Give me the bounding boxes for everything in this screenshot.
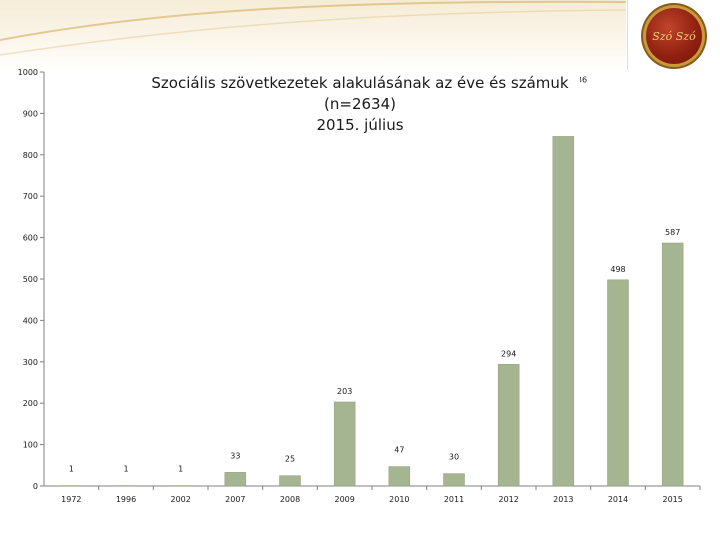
y-tick-label: 900 [23,109,38,118]
chart-title-line-2: (n=2634) [324,95,396,113]
y-tick-label: 0 [33,482,38,491]
chart-title-line-3: 2015. július [316,116,404,134]
x-tick-label: 2008 [280,495,300,504]
y-tick-label: 500 [23,275,38,284]
x-tick-label: 1972 [61,495,81,504]
x-tick-label: 2015 [662,495,682,504]
bar [607,279,629,487]
bar [224,472,247,487]
data-label: 294 [501,349,516,358]
data-label: 25 [285,455,295,464]
logo-badge: Szó Szó [646,8,702,64]
y-tick-label: 600 [23,234,38,243]
y-tick-label: 100 [23,441,38,450]
data-label: 587 [665,228,680,237]
bar [443,473,465,487]
bar [279,475,301,487]
data-label: 1 [69,465,74,474]
bar [497,364,520,487]
logo-area: Szó Szó [627,0,720,70]
bar [552,98,575,487]
header-swoosh [0,0,626,56]
data-label: 1 [178,465,183,474]
y-tick-label: 800 [23,151,38,160]
data-label: 498 [610,265,625,274]
chart-title: Szociális szövetkezetek alakulásának az … [140,73,580,136]
x-tick-label: 2011 [444,495,464,504]
chart-title-line-1: Szociális szövetkezetek alakulásának az … [151,74,569,92]
logo-text: Szó Szó [652,29,696,43]
y-tick-label: 300 [23,358,38,367]
data-label: 47 [394,446,404,455]
data-label: 30 [449,453,459,462]
bar [169,485,192,487]
data-label: 203 [337,387,352,396]
y-tick-label: 400 [23,316,38,325]
bar [115,485,137,487]
x-tick-label: 2009 [334,495,354,504]
y-tick-label: 1000 [18,68,38,77]
y-tick-label: 200 [23,399,38,408]
bar [333,401,356,487]
y-tick-label: 700 [23,192,38,201]
x-tick-label: 2013 [553,495,573,504]
bar [661,242,684,487]
bar [388,466,411,487]
bar [60,485,83,487]
x-tick-label: 2012 [498,495,518,504]
x-tick-label: 2014 [608,495,628,504]
x-tick-label: 2010 [389,495,409,504]
data-label: 33 [230,451,240,460]
x-tick-label: 2002 [170,495,190,504]
x-tick-label: 2007 [225,495,245,504]
x-tick-label: 1996 [116,495,136,504]
data-label: 1 [123,465,128,474]
